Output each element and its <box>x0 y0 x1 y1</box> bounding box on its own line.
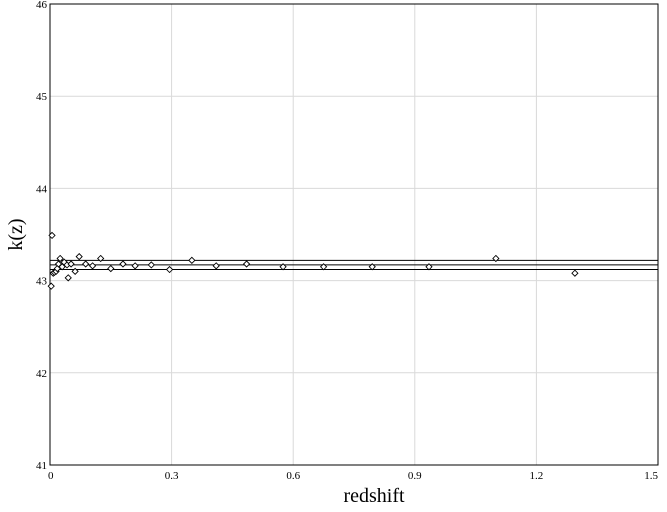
x-tick-label: 0 <box>48 470 54 482</box>
data-point <box>75 252 83 261</box>
x-axis-label: redshift <box>343 485 405 507</box>
data-point <box>131 262 139 270</box>
data-point <box>64 274 72 282</box>
y-tick-label: 44 <box>36 183 48 195</box>
data-point <box>188 256 196 264</box>
data-point <box>107 264 115 273</box>
data-point <box>147 261 155 269</box>
x-tick-label: 1.2 <box>530 470 544 482</box>
data-point <box>492 254 500 263</box>
plot-frame <box>49 3 659 466</box>
data-point <box>425 263 433 271</box>
data-point <box>119 260 127 268</box>
x-tick-label: 0.3 <box>165 470 179 482</box>
data-point <box>279 263 287 271</box>
y-tick-label: 41 <box>36 460 47 472</box>
data-point <box>82 260 90 268</box>
data-point <box>368 263 376 271</box>
data-point <box>47 282 55 290</box>
data-point <box>71 267 79 276</box>
grid-lines <box>50 4 658 465</box>
y-tick-labels: 41 42 43 44 45 46 <box>36 0 48 472</box>
data-point <box>56 254 64 263</box>
reference-lines <box>50 259 658 271</box>
data-point <box>212 262 220 270</box>
y-axis-label: k(z) <box>5 218 27 250</box>
data-point <box>88 262 97 270</box>
data-points <box>47 231 579 290</box>
data-point <box>242 260 251 268</box>
data-point <box>48 231 56 240</box>
y-tick-label: 43 <box>36 276 48 288</box>
data-point <box>58 263 66 271</box>
data-point <box>67 260 75 268</box>
x-tick-labels: 0 0.3 0.6 0.9 1.2 1.5 <box>48 470 659 482</box>
y-tick-label: 45 <box>36 91 48 103</box>
x-tick-label: 0.9 <box>408 470 422 482</box>
data-point <box>165 265 174 274</box>
x-tick-label: 1.5 <box>644 470 658 482</box>
y-tick-label: 42 <box>36 368 47 380</box>
x-tick-label: 0.6 <box>286 470 300 482</box>
y-tick-label: 46 <box>36 0 48 11</box>
data-point <box>571 269 579 277</box>
data-point <box>97 254 105 263</box>
data-point <box>319 263 328 271</box>
